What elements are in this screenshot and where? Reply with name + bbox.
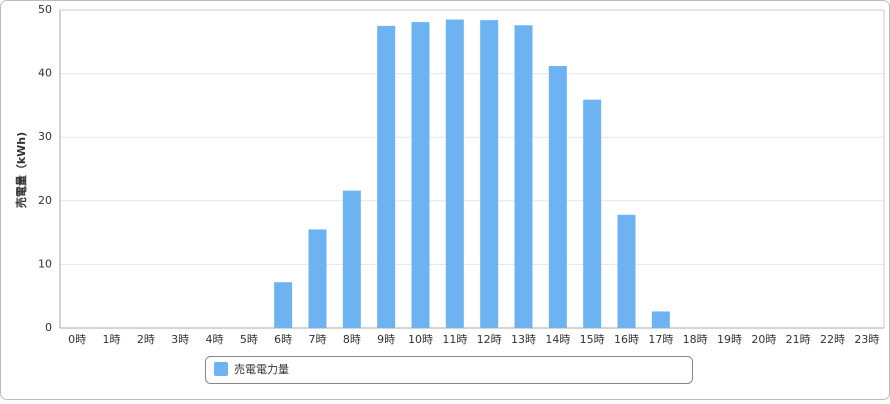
x-tick-label: 0時 <box>68 333 86 346</box>
bar <box>377 25 396 329</box>
x-tick-label: 23時 <box>854 333 879 346</box>
x-tick-label: 15時 <box>580 333 605 346</box>
x-tick-label: 13時 <box>511 333 536 346</box>
x-tick-label: 11時 <box>442 333 467 346</box>
bar <box>274 282 293 328</box>
x-tick-label: 12時 <box>477 333 502 346</box>
bar <box>548 65 567 328</box>
x-tick-label: 2時 <box>137 333 155 346</box>
x-tick-label: 4時 <box>206 333 224 346</box>
x-tick-label: 8時 <box>343 333 361 346</box>
x-tick-label: 22時 <box>820 333 845 346</box>
x-tick-label: 17時 <box>648 333 673 346</box>
x-tick-label: 1時 <box>103 333 121 346</box>
y-tick-label: 20 <box>38 194 52 207</box>
x-tick-label: 5時 <box>240 333 258 346</box>
x-tick-label: 21時 <box>786 333 811 346</box>
bar <box>583 99 602 329</box>
bar <box>342 190 361 328</box>
x-tick-label: 19時 <box>717 333 742 346</box>
legend-box <box>205 356 693 384</box>
legend-swatch <box>214 362 228 376</box>
bar <box>651 311 670 328</box>
x-tick-label: 14時 <box>545 333 570 346</box>
x-tick-label: 7時 <box>309 333 327 346</box>
x-tick-label: 10時 <box>408 333 433 346</box>
x-tick-label: 20時 <box>751 333 776 346</box>
bar <box>617 214 636 328</box>
y-tick-label: 50 <box>38 3 52 16</box>
x-tick-label: 9時 <box>377 333 395 346</box>
legend-label: 売電電力量 <box>234 363 289 376</box>
bar <box>411 22 430 329</box>
x-tick-label: 6時 <box>274 333 292 346</box>
y-tick-label: 30 <box>38 130 52 143</box>
bar <box>445 19 464 328</box>
y-axis-label: 売電量（kWh) <box>14 132 28 208</box>
bar <box>308 229 327 328</box>
bar <box>480 20 499 329</box>
x-tick-label: 3時 <box>171 333 189 346</box>
y-tick-label: 40 <box>38 67 52 80</box>
bar <box>514 25 533 328</box>
x-tick-label: 18時 <box>683 333 708 346</box>
y-tick-label: 0 <box>45 321 52 334</box>
y-tick-label: 10 <box>38 257 52 270</box>
x-tick-label: 16時 <box>614 333 639 346</box>
